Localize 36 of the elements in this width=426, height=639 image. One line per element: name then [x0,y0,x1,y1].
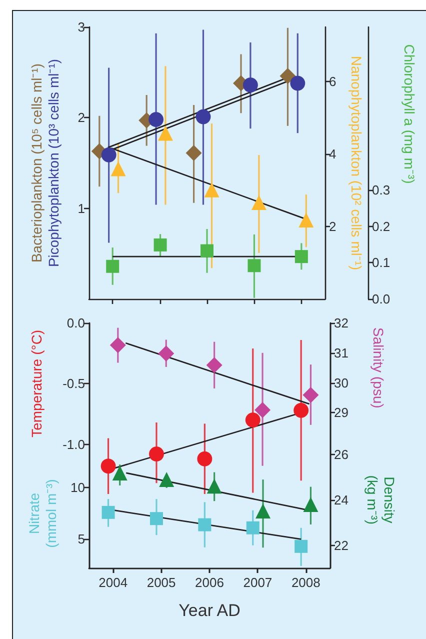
text: Nitrate (mmol m⁻³) [26,479,60,548]
text: Temperature (°C) [28,330,44,438]
text: Density (kg m⁻³) [364,475,398,525]
y2-tick-label: 30 [334,375,348,390]
y2-tick-label: 26 [334,447,348,462]
y-tick-label: 5 [78,532,85,547]
x-tick-label: 2004 [98,575,128,590]
x-tick-label: 2007 [243,575,272,590]
text: Chlorophyll a (mg m⁻³) [402,44,418,184]
y2-tick-label: 2 [329,218,336,234]
y2-tick-label: 31 [334,345,348,360]
y-tick-label: 2 [78,110,85,126]
text: Picophytoplankton (10³ cells ml⁻¹) [46,58,62,268]
y-tick-label: -0.5 [62,376,85,392]
y3-tick-label: 0.2 [372,218,390,234]
y3-tick-label: 0.0 [372,292,390,306]
text: Bacterioplankton (10⁵ cells ml⁻¹) [28,63,44,263]
y2-tick-label: 6 [329,74,336,89]
x-tick-label: 2008 [291,575,320,590]
y2-tick-label: 32 [334,316,348,330]
x-axis-title: Year AD [178,601,240,620]
y2-tick-label: 24 [334,492,348,508]
y-tick-label: 10 [70,480,85,496]
y3-tick-label: 0.3 [372,182,390,198]
y2-tick-label: 29 [334,405,348,420]
y-tick-label: 3 [78,20,85,34]
y-tick-label: -1.0 [62,436,85,452]
y-tick-label: 1 [78,200,85,216]
x-tick-label: 2005 [146,575,176,590]
text: Salinity (psu) [370,327,386,408]
y3-tick-label: 0.1 [372,255,390,270]
y2-tick-label: 22 [334,538,348,553]
y2-tick-label: 4 [329,146,336,162]
x-tick-label: 2006 [195,575,224,590]
y-tick-label: 0.0 [66,316,85,330]
text: Nanophytoplankton (10² cells ml⁻¹) [348,56,365,270]
